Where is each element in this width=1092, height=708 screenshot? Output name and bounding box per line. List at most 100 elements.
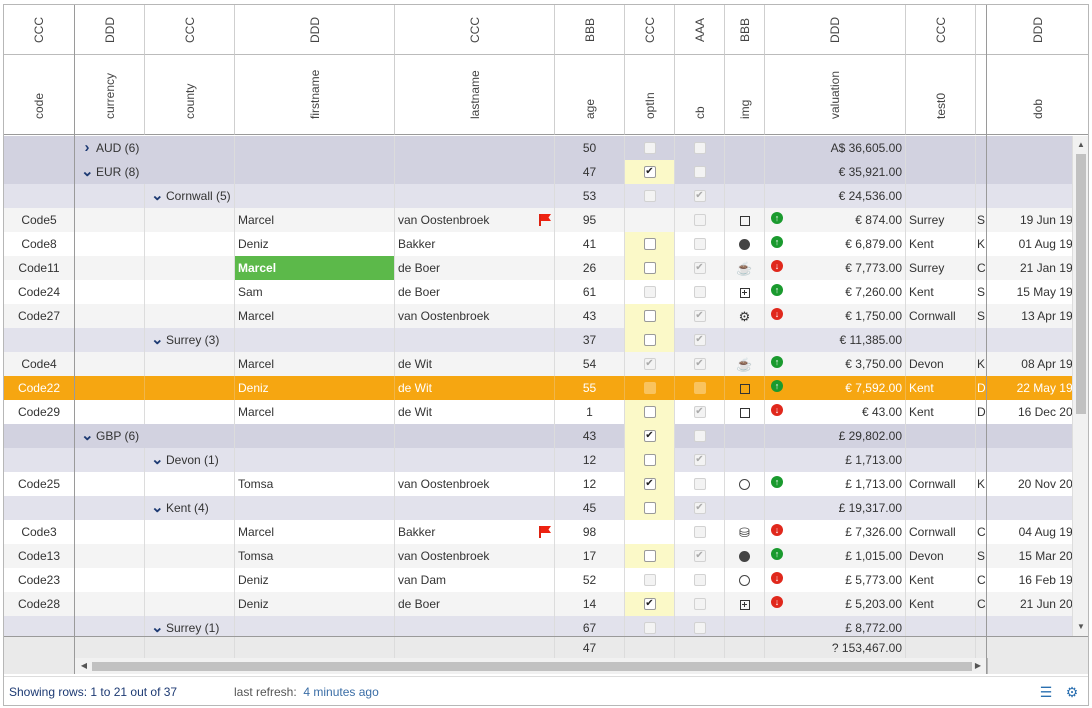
chevron-right-icon[interactable]: ›	[84, 139, 90, 156]
group-header-2[interactable]: DDD	[75, 5, 145, 55]
chevron-down-icon[interactable]: ⌄	[151, 619, 164, 636]
optin-checkbox[interactable]	[643, 406, 656, 418]
group-header-7[interactable]: CCC	[625, 5, 675, 55]
group-row[interactable]: ⌄GBP (6) 43 £ 29,802.00	[4, 424, 1072, 448]
optin-checkbox[interactable]	[643, 142, 656, 154]
group-row[interactable]: › AUD (6) 50 A$ 36,605.00	[4, 136, 1072, 160]
optin-checkbox[interactable]	[643, 430, 656, 442]
column-header-cb[interactable]: cb	[675, 55, 725, 135]
cb-checkbox[interactable]	[693, 502, 706, 514]
scroll-up-arrow-icon[interactable]: ▲	[1077, 140, 1085, 149]
cb-checkbox[interactable]	[693, 574, 706, 586]
cb-checkbox[interactable]	[693, 238, 706, 250]
cb-checkbox[interactable]	[693, 286, 706, 298]
group-header-11[interactable]: CCC	[906, 5, 976, 55]
column-header-img[interactable]: img	[725, 55, 765, 135]
table-row[interactable]: Code23 Deniz van Dam 52 ↓ £ 5,773.00 Kent C 16 F…	[4, 568, 1072, 592]
group-header-13[interactable]: DDD	[987, 5, 1088, 55]
table-row[interactable]: Code24 Sam de Boer 61 ↑ € 7,260.00 Kent S 15 May…	[4, 280, 1072, 304]
group-row[interactable]: ⌄ Surrey (1) 67 £ 8,772.00	[4, 616, 1072, 636]
optin-checkbox[interactable]	[643, 454, 656, 466]
cb-checkbox[interactable]	[693, 214, 706, 226]
optin-checkbox[interactable]	[643, 166, 656, 178]
scroll-down-arrow-icon[interactable]: ▼	[1077, 622, 1085, 631]
optin-checkbox[interactable]	[643, 622, 656, 634]
optin-checkbox[interactable]	[643, 598, 656, 610]
optin-checkbox[interactable]	[643, 262, 656, 274]
optin-checkbox[interactable]	[643, 190, 656, 202]
vertical-scrollbar[interactable]: ▲ ▼	[1072, 136, 1088, 636]
column-header-lastname[interactable]: lastname	[395, 55, 555, 135]
list-icon[interactable]: ☰	[1039, 684, 1053, 700]
optin-checkbox[interactable]	[643, 382, 656, 394]
group-row[interactable]: ⌄Cornwall (5) 53 € 24,536.00	[4, 184, 1072, 208]
scroll-right-arrow-icon[interactable]: ▶	[974, 661, 982, 670]
table-row[interactable]: Code3 Marcel Bakker 98 ⛁ ↓ £ 7,326.00 Cornwall C…	[4, 520, 1072, 544]
chevron-down-icon[interactable]: ⌄	[151, 499, 164, 516]
column-header-dob[interactable]: dob	[987, 55, 1088, 135]
table-row[interactable]: Code8 Deniz Bakker 41 ↑ € 6,879.00 Kent K 01 Aug…	[4, 232, 1072, 256]
optin-checkbox[interactable]	[643, 550, 656, 562]
cb-checkbox[interactable]	[693, 310, 706, 322]
cb-checkbox[interactable]	[693, 358, 706, 370]
horizontal-scroll-thumb[interactable]	[92, 662, 972, 671]
vertical-scroll-thumb[interactable]	[1076, 154, 1086, 414]
cb-checkbox[interactable]	[693, 166, 706, 178]
gear-icon[interactable]: ⚙	[1065, 684, 1079, 700]
horizontal-scrollbar[interactable]: ◀ ▶	[75, 658, 987, 674]
optin-checkbox[interactable]	[643, 478, 656, 490]
column-header-county[interactable]: county	[145, 55, 235, 135]
optin-checkbox[interactable]	[643, 358, 656, 370]
group-header-10[interactable]: DDD	[765, 5, 906, 55]
column-header-firstname[interactable]: firstname	[235, 55, 395, 135]
cb-checkbox[interactable]	[693, 622, 706, 634]
column-header-valuation[interactable]: valuation	[765, 55, 906, 135]
chevron-down-icon[interactable]: ⌄	[151, 331, 164, 348]
group-header-1[interactable]: CCC	[4, 5, 75, 55]
cb-checkbox[interactable]	[693, 334, 706, 346]
column-header-currency[interactable]: currency	[75, 55, 145, 135]
chevron-down-icon[interactable]: ⌄	[81, 163, 94, 180]
group-row[interactable]: ⌄Devon (1) 12 £ 1,713.00	[4, 448, 1072, 472]
table-row[interactable]: Code5 Marcel van Oostenbroek 95 ↑ € 874.00 Sur…	[4, 208, 1072, 232]
group-header-5[interactable]: CCC	[395, 5, 555, 55]
optin-checkbox[interactable]	[643, 238, 656, 250]
cb-checkbox[interactable]	[693, 598, 706, 610]
cb-checkbox[interactable]	[693, 526, 706, 538]
optin-checkbox[interactable]	[643, 286, 656, 298]
cb-checkbox[interactable]	[693, 550, 706, 562]
group-header-4[interactable]: DDD	[235, 5, 395, 55]
cb-checkbox[interactable]	[693, 382, 706, 394]
group-header-3[interactable]: CCC	[145, 5, 235, 55]
chevron-down-icon[interactable]: ⌄	[81, 427, 94, 444]
scroll-left-arrow-icon[interactable]: ◀	[80, 661, 88, 670]
group-row[interactable]: ⌄EUR (8) 47 € 35,921.00	[4, 160, 1072, 184]
column-header-optIn[interactable]: optIn	[625, 55, 675, 135]
column-header-code[interactable]: code	[4, 55, 75, 135]
chevron-down-icon[interactable]: ⌄	[151, 187, 164, 204]
optin-checkbox[interactable]	[643, 502, 656, 514]
cb-checkbox[interactable]	[693, 478, 706, 490]
group-row[interactable]: ⌄Kent (4) 45 £ 19,317.00	[4, 496, 1072, 520]
optin-checkbox[interactable]	[643, 574, 656, 586]
group-header-8[interactable]: AAA	[675, 5, 725, 55]
group-header-6[interactable]: BBB	[555, 5, 625, 55]
cb-checkbox[interactable]	[693, 406, 706, 418]
cb-checkbox[interactable]	[693, 430, 706, 442]
chevron-down-icon[interactable]: ⌄	[151, 451, 164, 468]
cb-checkbox[interactable]	[693, 142, 706, 154]
group-row[interactable]: ⌄Surrey (3) 37 € 11,385.00	[4, 328, 1072, 352]
cb-checkbox[interactable]	[693, 262, 706, 274]
column-header-age[interactable]: age	[555, 55, 625, 135]
group-header-9[interactable]: BBB	[725, 5, 765, 55]
cb-checkbox[interactable]	[693, 190, 706, 202]
optin-checkbox[interactable]	[643, 310, 656, 322]
cb-checkbox[interactable]	[693, 454, 706, 466]
